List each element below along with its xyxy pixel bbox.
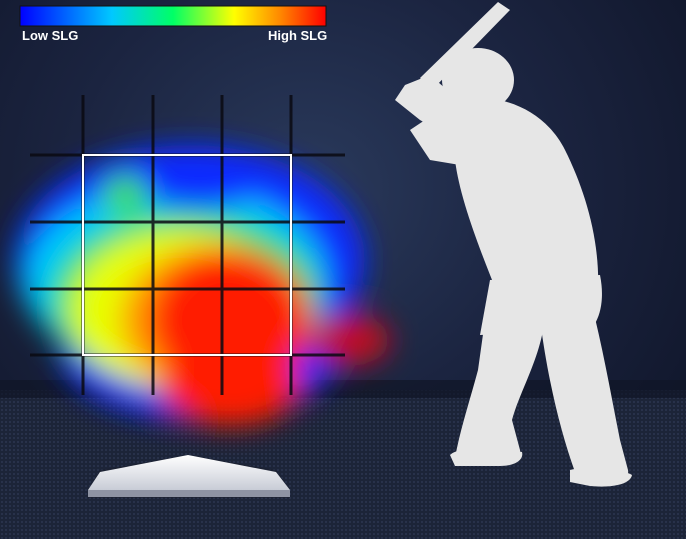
heat-blue-top [140,160,260,210]
legend-gradient-bar [19,5,327,27]
batter-silhouette-icon [395,2,632,487]
legend-low-label: Low SLG [22,28,79,43]
heat-green-tl [103,175,147,215]
heat-red-right [310,315,390,365]
heat-red-low [160,345,300,425]
home-plate-icon [88,455,290,498]
heatmap-layer [15,145,390,425]
legend-high-label: High SLG [268,28,328,43]
strike-zone-box [82,154,292,356]
